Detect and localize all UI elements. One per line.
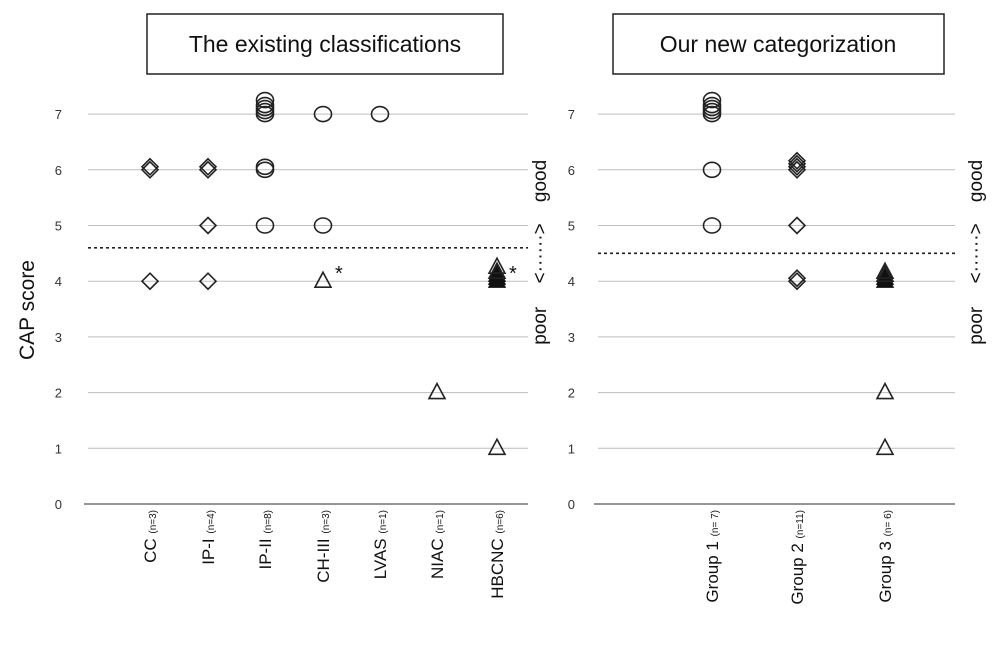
y-tick-label: 4 (568, 274, 575, 289)
y-tick-label: 1 (55, 441, 62, 456)
poor-label: poor (530, 306, 551, 345)
data-point-circle (702, 217, 722, 234)
right-panel-title: Our new categorization (660, 31, 897, 57)
x-category-label: Group 3 (n= 6) (876, 510, 895, 603)
right-title-box (612, 13, 945, 75)
asterisk-marker: * (509, 263, 517, 285)
y-tick-label: 5 (55, 219, 62, 234)
data-point-diamond (787, 154, 807, 173)
data-point-diamond (198, 157, 218, 176)
data-point-circle (313, 105, 333, 123)
y-tick-label: 7 (568, 107, 575, 122)
y-tick-label: 2 (568, 386, 575, 401)
data-point-diamond (787, 269, 807, 288)
double-arrow: <······> (966, 223, 987, 283)
good-label: good (966, 160, 987, 202)
right-plot-panel: 0 1 2 3 4 5 6 7 Group 1 (n= 7) Group 2 (n=11) Grou… (568, 91, 987, 605)
data-point-diamond (198, 216, 218, 235)
x-category-label: Group 1 (n= 7) (703, 510, 722, 603)
data-point-triangle (875, 381, 895, 400)
data-point-triangle (487, 437, 507, 456)
data-point-diamond (787, 151, 807, 170)
data-point-diamond (787, 216, 807, 235)
data-point-triangle (875, 264, 895, 283)
data-point-diamond (198, 160, 218, 179)
data-point-diamond (787, 272, 807, 291)
data-point-diamond (140, 157, 160, 176)
data-point-triangle (427, 381, 447, 400)
data-point-triangle (875, 261, 895, 280)
y-tick-label: 0 (568, 497, 575, 512)
y-tick-label: 0 (55, 497, 62, 512)
data-point-diamond (140, 272, 160, 291)
y-tick-label: 3 (568, 330, 575, 345)
x-category-label: CH-III (n=3) (314, 510, 333, 583)
data-point-circle (313, 217, 333, 234)
x-category-label: IP-I (n=4) (199, 510, 218, 565)
x-category-label: LVAS (n=1) (371, 510, 390, 579)
data-point-circle (255, 217, 275, 234)
x-category-label: HBCNC (n=6) (488, 510, 507, 599)
x-category-label: IP-II (n=8) (256, 510, 275, 570)
y-tick-label: 7 (55, 107, 62, 122)
x-category-label: CC (n=3) (141, 510, 160, 563)
left-panel-title: The existing classifications (189, 31, 461, 57)
y-tick-label: 6 (568, 163, 575, 178)
data-point-circle (370, 105, 390, 123)
left-plot-panel: 0 1 2 3 4 5 6 7 CC (n=3) IP-I (n=4) IP-II (n=8) CH-… (55, 91, 551, 599)
y-axis-label: CAP score (16, 260, 39, 360)
y-tick-label: 5 (568, 219, 575, 234)
data-point-triangle (487, 261, 507, 280)
good-label: good (530, 160, 551, 202)
double-arrow: <······> (530, 223, 551, 283)
y-tick-label: 4 (55, 274, 62, 289)
x-category-label: Group 2 (n=11) (788, 510, 807, 605)
data-point-triangle (875, 437, 895, 456)
data-point-triangle (313, 270, 333, 289)
y-tick-label: 3 (55, 330, 62, 345)
left-title-box (146, 13, 504, 75)
data-point-circle (255, 91, 275, 109)
y-tick-label: 6 (55, 163, 62, 178)
y-tick-label: 2 (55, 386, 62, 401)
x-category-label: NIAC (n=1) (428, 510, 447, 579)
data-point-diamond (140, 160, 160, 179)
asterisk-marker: * (335, 263, 343, 285)
data-point-circle (702, 161, 722, 179)
data-point-triangle (487, 256, 507, 275)
poor-label: poor (966, 306, 987, 345)
data-point-circle (702, 91, 722, 109)
data-point-circle (255, 96, 275, 114)
y-tick-label: 1 (568, 441, 575, 456)
data-point-diamond (198, 272, 218, 291)
data-point-circle (255, 158, 275, 176)
data-point-circle (702, 96, 722, 114)
